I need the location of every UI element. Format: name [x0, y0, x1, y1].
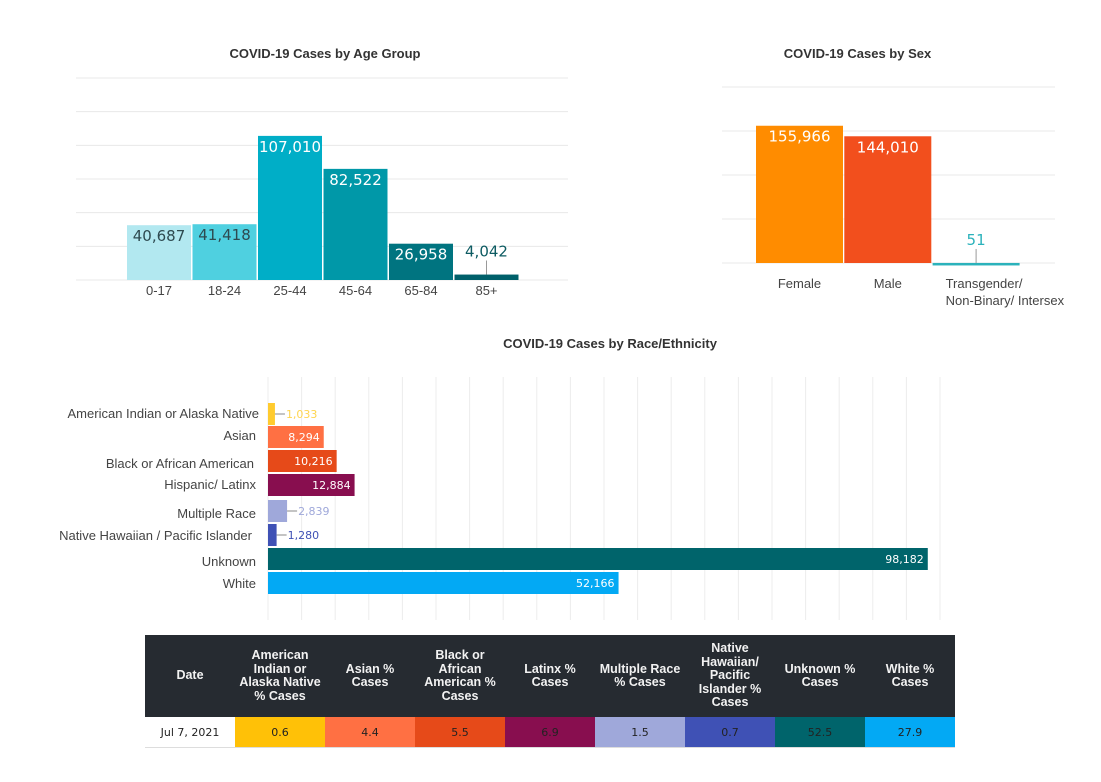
percent-cell: 52.5	[775, 717, 865, 748]
column-header[interactable]: Asian % Cases	[325, 635, 415, 717]
data-label: 52,166	[576, 577, 615, 590]
column-header[interactable]: Date	[145, 635, 235, 717]
charts-canvas: 40,687 0-17 41,418 18-24 107,010 25-44 82,522 4…	[59, 77, 1065, 620]
x-tick-label: 0-17	[146, 283, 172, 298]
data-label: 10,216	[294, 455, 333, 468]
bar-65-84[interactable]	[389, 243, 453, 280]
data-label: 4,042	[465, 243, 508, 261]
column-header[interactable]: Unknown % Cases	[775, 635, 865, 717]
bar-0-17[interactable]	[127, 225, 191, 280]
y-tick-label: Native Hawaiian / Pacific Islander	[59, 528, 253, 543]
x-tick-label: Female	[778, 276, 821, 291]
bar-native-hawaiian-pacific-islander[interactable]	[268, 524, 277, 546]
sex-chart: 155,966 Female 144,010 Male 51 Transgender/No…	[722, 86, 1065, 308]
data-label: 155,966	[768, 128, 830, 146]
data-label: 2,839	[298, 505, 330, 518]
bar-white[interactable]	[268, 572, 619, 594]
bar-american-indian-or-alaska-native[interactable]	[268, 403, 275, 425]
x-tick-label: 25-44	[273, 283, 306, 298]
percent-cell: 5.5	[415, 717, 505, 748]
sex-chart-title: COVID-19 Cases by Sex	[783, 46, 932, 61]
bar-asian[interactable]	[268, 426, 324, 448]
y-tick-label: Unknown	[202, 554, 256, 569]
y-tick-label: Black or African American	[106, 456, 254, 471]
percent-cell: 6.9	[505, 717, 595, 748]
data-label: 107,010	[259, 138, 321, 156]
bar-male[interactable]	[844, 136, 932, 263]
race-chart: 1,033 American Indian or Alaska Native 8,2…	[59, 377, 941, 620]
bar-multiple-race[interactable]	[268, 500, 288, 522]
percent-cell: 4.4	[325, 717, 415, 748]
data-label: 98,182	[885, 553, 924, 566]
bar-black-or-african-american[interactable]	[268, 450, 337, 472]
bar-female[interactable]	[756, 125, 843, 263]
percent-cell: 0.7	[685, 717, 775, 748]
data-label: 40,687	[133, 227, 186, 245]
percent-cell: 27.9	[865, 717, 955, 748]
percent-cell: 0.6	[235, 717, 325, 748]
x-tick-label: 65-84	[404, 283, 437, 298]
bar-85-[interactable]	[454, 274, 519, 280]
y-tick-label: Hispanic/ Latinx	[164, 477, 256, 492]
table-row: Jul 7, 2021 0.6 4.4 5.5 6.9 1.5 0.7 52.5 27.9	[145, 717, 955, 748]
bar-unknown[interactable]	[268, 548, 928, 570]
column-header[interactable]: White % Cases	[865, 635, 955, 717]
date-cell: Jul 7, 2021	[145, 717, 235, 748]
column-header[interactable]: Multiple Race % Cases	[595, 635, 685, 717]
data-label: 82,522	[329, 171, 382, 189]
age-chart-title: COVID-19 Cases by Age Group	[229, 46, 421, 61]
bar-18-24[interactable]	[192, 224, 257, 280]
data-label: 41,418	[198, 226, 251, 244]
x-tick-label: 45-64	[339, 283, 372, 298]
column-header[interactable]: Native Hawaiian/ Pacific Islander % Case…	[685, 635, 775, 717]
x-tick-label: Non-Binary/ Intersex	[946, 293, 1065, 308]
data-label: 26,958	[395, 246, 448, 264]
data-label: 144,010	[857, 138, 919, 156]
data-label: 12,884	[312, 479, 351, 492]
column-header[interactable]: Latinx % Cases	[505, 635, 595, 717]
y-tick-label: Asian	[223, 428, 256, 443]
table-header-row: Date American Indian or Alaska Native % C…	[145, 635, 955, 717]
age-chart: 40,687 0-17 41,418 18-24 107,010 25-44 82,522 4…	[76, 77, 568, 298]
data-label: 51	[967, 231, 986, 249]
bar-transgender-non-binary-intersex[interactable]	[932, 262, 1020, 266]
bar-45-64[interactable]	[323, 168, 388, 280]
column-header[interactable]: American Indian or Alaska Native % Cases	[235, 635, 325, 717]
x-tick-label: Transgender/	[946, 276, 1023, 291]
x-tick-label: Male	[874, 276, 902, 291]
column-header[interactable]: Black or African American % Cases	[415, 635, 505, 717]
x-tick-label: 18-24	[208, 283, 241, 298]
y-tick-label: American Indian or Alaska Native	[68, 406, 259, 421]
bar-hispanic-latinx[interactable]	[268, 474, 355, 496]
bar-25-44[interactable]	[258, 135, 322, 280]
x-tick-label: 85+	[475, 283, 497, 298]
y-tick-label: White	[223, 576, 256, 591]
y-tick-label: Multiple Race	[177, 506, 256, 521]
percent-cell: 1.5	[595, 717, 685, 748]
data-label: 1,280	[288, 529, 320, 542]
race-percent-table: Date American Indian or Alaska Native % C…	[145, 635, 955, 748]
race-chart-title: COVID-19 Cases by Race/Ethnicity	[503, 336, 717, 351]
data-label: 1,033	[286, 408, 318, 421]
data-label: 8,294	[288, 431, 320, 444]
